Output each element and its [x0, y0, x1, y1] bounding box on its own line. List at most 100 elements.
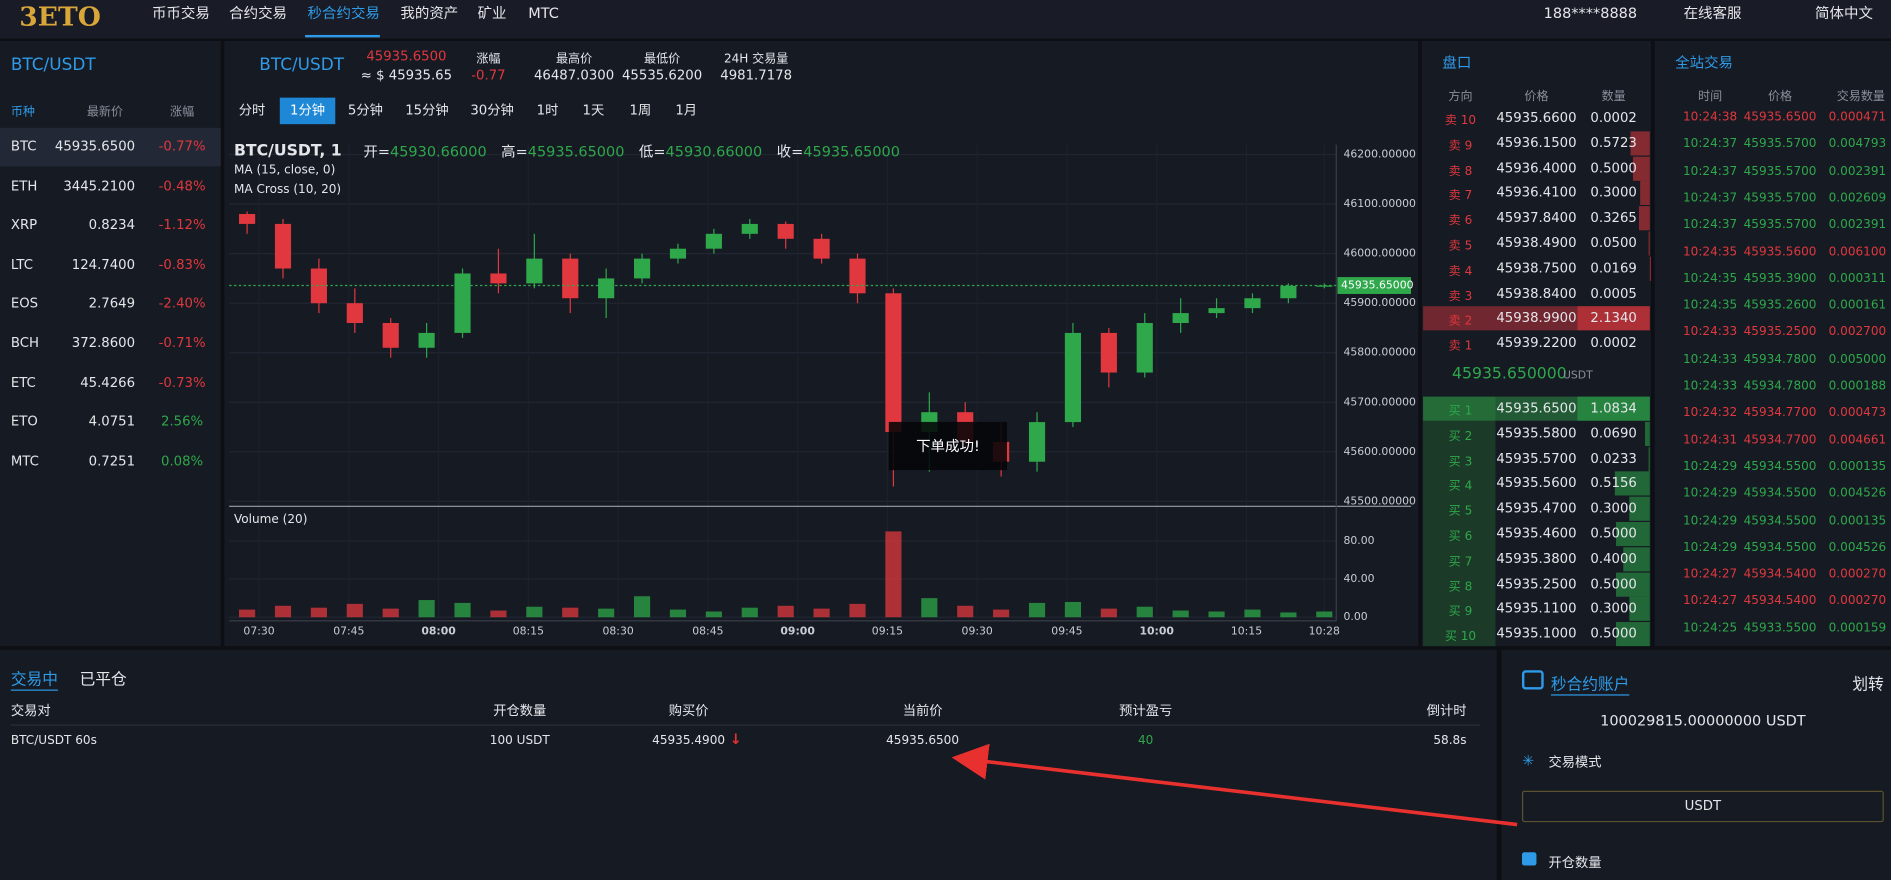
book-price: 45935.4700 [1496, 500, 1577, 517]
market-row[interactable]: MTC 0.7251 0.08% [0, 442, 221, 481]
book-side: 买 6 [1448, 530, 1473, 544]
volume-bar [598, 608, 615, 618]
interval-tab[interactable]: 1月 [675, 102, 698, 119]
market-row[interactable]: ETO 4.0751 2.56% [0, 403, 221, 442]
trade-amount: 0.000135 [1828, 460, 1887, 474]
position-cell: 45935.4900 [652, 734, 726, 748]
trade-amount: 0.000471 [1828, 110, 1887, 125]
depth-bar [1629, 597, 1650, 622]
nav-item[interactable]: 币币交易 [151, 4, 210, 22]
x-tick-label: 08:30 [602, 625, 633, 638]
book-qty: 0.3265 [1590, 209, 1637, 226]
trades-header: 价格 [1767, 90, 1793, 104]
y-tick-label: 45900.00000 [1343, 296, 1416, 309]
book-side: 卖 1 [1448, 340, 1473, 354]
volume-bar [1172, 610, 1189, 618]
candle-body [1100, 332, 1117, 373]
x-tick-label: 09:00 [780, 625, 815, 638]
user[interactable]: 188****8888 [1543, 4, 1638, 22]
nav-item[interactable]: 我的资产 [400, 4, 459, 22]
volume-bar [1064, 601, 1082, 618]
volume-bar [562, 607, 579, 618]
interval-tab[interactable]: 1分钟 [279, 97, 336, 125]
book-side: 买 5 [1448, 505, 1473, 519]
book-side: 买 8 [1448, 580, 1473, 594]
market-change: -1.12% [158, 217, 206, 233]
depth-bar [1616, 572, 1650, 597]
book-price: 45935.3800 [1496, 550, 1577, 567]
candle-body [1136, 323, 1153, 373]
book-qty: 0.3000 [1590, 184, 1637, 201]
market-change: -0.73% [158, 374, 206, 391]
mode-label: 交易模式 [1548, 754, 1602, 771]
candle-body [633, 258, 651, 279]
depth-bar [1616, 622, 1650, 647]
amount-label: 开仓数量 [1548, 854, 1602, 871]
market-row[interactable]: BCH 372.8600 -0.71% [0, 324, 221, 363]
volume-bar [1028, 602, 1046, 618]
ticker-price: 45935.6500 [366, 48, 447, 64]
y-tick-label: 46100.00000 [1343, 197, 1416, 210]
candle-body [741, 223, 758, 234]
trade-time: 10:24:38 [1683, 110, 1738, 125]
position-cell: 100 USDT [489, 734, 550, 748]
market-row[interactable]: LTC 124.7400 -0.83% [0, 246, 221, 285]
position-tab[interactable]: 已平仓 [79, 671, 127, 690]
candle-body [382, 323, 399, 348]
interval-tab[interactable]: 1周 [629, 102, 652, 119]
depth-bar [1630, 131, 1650, 156]
mid-unit: USDT [1562, 370, 1593, 383]
market-row[interactable]: XRP 0.8234 -1.12% [0, 206, 221, 245]
mode-select[interactable]: USDT [1521, 790, 1884, 823]
x-tick-label: 09:15 [872, 625, 903, 638]
market-header: 最新价 [86, 106, 124, 120]
market-row[interactable]: EOS 2.7649 -2.40% [0, 285, 221, 324]
stat-value: -0.77 [471, 67, 506, 84]
interval-tab[interactable]: 5分钟 [347, 102, 383, 119]
book-side: 买 9 [1448, 605, 1473, 619]
trade-price: 45934.5500 [1743, 487, 1817, 501]
trade-time: 10:24:37 [1683, 191, 1738, 205]
interval-tab[interactable]: 分时 [238, 102, 266, 119]
interval-tab[interactable]: 1天 [582, 102, 605, 119]
interval-tab[interactable]: 1时 [536, 102, 559, 119]
trade-amount: 0.004793 [1828, 137, 1887, 152]
nav-item[interactable]: 矿业 [477, 4, 507, 22]
nav-item[interactable]: 合约交易 [229, 4, 288, 22]
market-row[interactable]: BTC 45935.6500 -0.77% [0, 127, 221, 167]
volume-bar [239, 609, 256, 618]
legend-value: 45930.66000 [665, 142, 763, 160]
volume-bar [418, 600, 435, 618]
book-qty: 1.0834 [1590, 400, 1637, 416]
volume-bar [1244, 609, 1261, 618]
book-price: 45938.7500 [1496, 260, 1577, 276]
trade-time: 10:24:29 [1683, 487, 1738, 501]
down-arrow: ↓ [729, 730, 742, 748]
candle-body [1064, 332, 1082, 423]
position-tab[interactable]: 交易中 [10, 667, 58, 691]
market-title: BTC/USDT [10, 55, 96, 75]
service[interactable]: 在线客服 [1683, 4, 1742, 22]
position-header: 交易对 [10, 702, 51, 719]
book-qty: 0.5000 [1590, 525, 1637, 542]
market-header: 币种 [10, 106, 35, 120]
trade-amount: 0.000270 [1828, 567, 1887, 582]
amount-icon [1521, 852, 1537, 866]
trade-price: 45935.5700 [1743, 191, 1817, 205]
nav-item[interactable]: 秒合约交易 [307, 4, 380, 22]
volume-bar [993, 609, 1010, 618]
nav-underline [305, 34, 380, 38]
transfer[interactable]: 划转 [1852, 676, 1884, 695]
market-row[interactable]: ETC 45.4266 -0.73% [0, 364, 221, 403]
candle-body [562, 258, 579, 299]
interval-tab[interactable]: 15分钟 [405, 102, 449, 119]
interval-tab[interactable]: 30分钟 [470, 102, 514, 119]
language[interactable]: 简体中文 [1815, 4, 1873, 22]
trade-price: 45934.5500 [1743, 460, 1817, 474]
volume-bar [705, 611, 722, 618]
market-row[interactable]: ETH 3445.2100 -0.48% [0, 167, 221, 206]
market-price: 0.7251 [88, 453, 136, 469]
account-title[interactable]: 秒合约账户 [1550, 671, 1630, 696]
nav-item[interactable]: MTC [528, 4, 559, 22]
candle-body [777, 223, 794, 239]
